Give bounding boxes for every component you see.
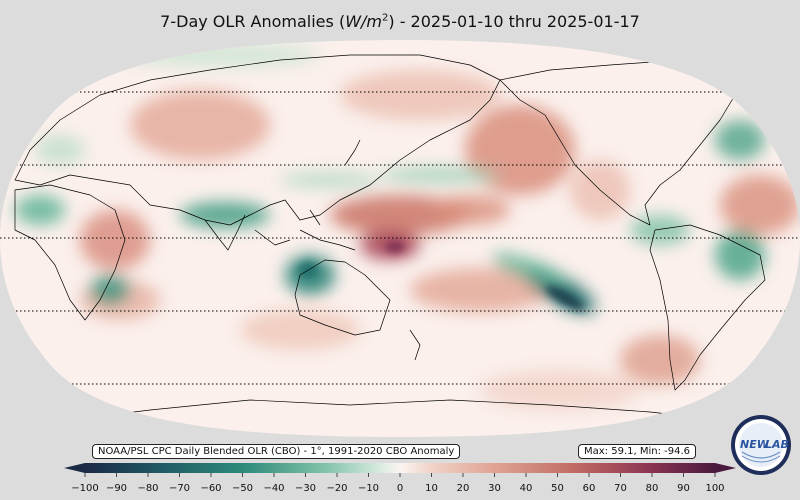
colorbar-tick-label: 30 <box>488 483 501 494</box>
latitude-lines <box>0 91 800 385</box>
colorbar-tick-label: −50 <box>231 483 254 494</box>
continent-outlines <box>14 47 771 426</box>
colorbar-min-arrow <box>64 463 85 473</box>
colorbar-tick-label: −30 <box>294 483 317 494</box>
colorbar-tick-label: −80 <box>137 483 159 494</box>
colorbar-tick-label: 80 <box>645 483 659 494</box>
colorbar-tick-label: −20 <box>326 483 348 494</box>
noaa-psl-logo-icon: NEW LAB <box>731 415 791 475</box>
colorbar-tick-label: −100 <box>71 483 99 494</box>
colorbar-max-arrow <box>715 463 736 473</box>
stats-label: Max: 59.1, Min: -94.6 <box>578 444 697 459</box>
colorbar-gradient <box>85 463 715 473</box>
colorbar-tick-label: 10 <box>425 483 438 494</box>
colorbar-tick-label: 50 <box>551 483 564 494</box>
colorbar-tick-label: 0 <box>396 483 404 494</box>
source-label: NOAA/PSL CPC Daily Blended OLR (CBO) - 1… <box>92 444 461 459</box>
page-title: 7-Day OLR Anomalies (W/m2) - 2025-01-10 … <box>160 12 640 31</box>
svg-text:LAB: LAB <box>765 438 789 451</box>
colorbar-tick-label: 100 <box>705 483 725 494</box>
svg-text:NEW: NEW <box>740 438 770 451</box>
colorbar-tick-label: 90 <box>677 483 690 494</box>
colorbar-tick-label: −40 <box>263 483 285 494</box>
colorbar-tick-label: −60 <box>200 483 222 494</box>
colorbar-tick-label: 20 <box>456 483 470 494</box>
colorbar-tick-label: 60 <box>582 483 596 494</box>
colorbar-tick-label: −90 <box>105 483 128 494</box>
colorbar-tick-label: −10 <box>357 483 380 494</box>
colorbar-tick-label: 40 <box>519 483 533 494</box>
colorbar-tick-label: −70 <box>168 483 191 494</box>
colorbar-tick-label: 70 <box>614 483 627 494</box>
